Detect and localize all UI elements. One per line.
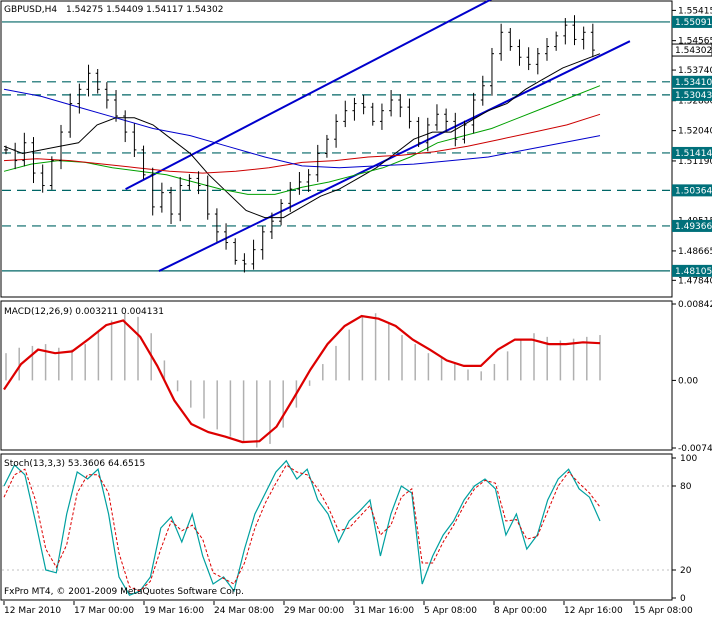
stochastic-plot [2, 459, 670, 596]
macd-plot [3, 313, 601, 448]
time-tick-label: 31 Mar 16:00 [354, 606, 414, 616]
price-plot [2, 0, 670, 273]
symbol-label: GBPUSD,H4 [4, 5, 57, 15]
current-price-label: 1.54302 [675, 46, 712, 56]
macd-pane-border [0, 300, 673, 451]
time-tick-label: 8 Apr 00:00 [494, 606, 547, 616]
moving-average-line [3, 85, 601, 195]
stoch-signal-line [3, 464, 601, 592]
level-tag [672, 15, 712, 28]
moving-average-line [3, 113, 601, 174]
ohlc-label: 1.54275 1.54409 1.54117 1.54302 [66, 5, 223, 15]
macd-tick-label: 0.00 [678, 376, 698, 386]
level-tag [672, 264, 712, 277]
level-label: 1.53043 [675, 91, 712, 101]
time-tick-label: 12 Apr 16:00 [564, 606, 623, 616]
macd-tick-label: -0.007455 [678, 444, 712, 454]
time-tick-label: 17 Mar 00:00 [74, 606, 134, 616]
level-tag [672, 88, 712, 101]
moving-average-line [3, 88, 601, 169]
macd-label: MACD(12,26,9) 0.003211 0.004131 [4, 307, 164, 317]
time-tick-label: 19 Mar 16:00 [144, 606, 204, 616]
time-tick-label: 5 Apr 08:00 [424, 606, 477, 616]
price-tick-label: 1.47840 [678, 276, 712, 286]
copyright-text: FxPro MT4, © 2001-2009 MetaQuotes Softwa… [4, 587, 244, 597]
time-tick-label: 24 Mar 08:00 [214, 606, 274, 616]
price-tick-label: 1.52880 [678, 97, 712, 107]
level-label: 1.50364 [675, 186, 712, 196]
stoch-tick-label: 80 [680, 482, 692, 492]
time-tick-label: 15 Apr 08:00 [634, 606, 693, 616]
time-tick-label: 29 Mar 00:00 [284, 606, 344, 616]
price-tick-label: 1.53740 [678, 66, 712, 76]
macd-signal-line [3, 314, 601, 444]
channel-upper-line [125, 0, 493, 190]
axes: 1.55415 1.54565 1.53740 1.52880 1.52040 1.511… [3, 6, 712, 616]
level-tag [672, 219, 712, 232]
level-label: 1.53410 [675, 78, 712, 88]
price-tick-label: 1.54565 [678, 37, 712, 47]
channel-lower-line [158, 40, 631, 272]
price-tick-label: 1.52040 [678, 127, 712, 137]
price-tick-label: 1.48665 [678, 247, 712, 257]
stoch-pane-border [0, 453, 673, 601]
macd-tick-label: 0.008420 [678, 300, 712, 310]
level-tag [672, 146, 712, 159]
level-label: 1.51414 [675, 149, 712, 159]
level-label: 1.48105 [675, 267, 712, 277]
stoch-main-line [3, 459, 601, 596]
stoch-tick-label: 100 [680, 454, 697, 464]
current-price-tag [671, 43, 712, 57]
stoch-tick-label: 20 [680, 566, 692, 576]
main-pane-border [0, 0, 673, 298]
moving-average-line [3, 53, 601, 219]
price-tick-label: 1.51190 [678, 157, 712, 167]
stoch-tick-label: 0 [680, 594, 686, 604]
stoch-label: Stoch(13,3,3) 53.3606 64.6515 [4, 459, 145, 469]
price-tick-label: 1.55415 [678, 6, 712, 16]
level-tag [672, 75, 712, 88]
time-tick-label: 12 Mar 2010 [4, 606, 61, 616]
level-label: 1.55091 [675, 18, 712, 28]
level-tag [672, 184, 712, 197]
level-label: 1.49366 [675, 222, 712, 232]
